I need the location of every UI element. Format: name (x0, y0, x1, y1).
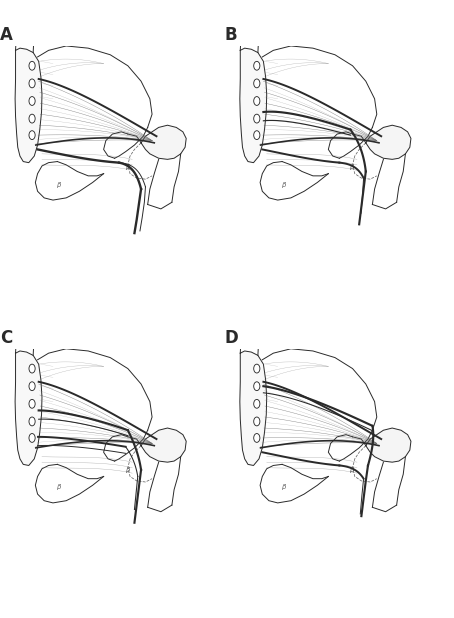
Text: $\beta$: $\beta$ (281, 180, 287, 190)
Ellipse shape (254, 96, 260, 106)
Ellipse shape (254, 364, 260, 373)
Ellipse shape (254, 382, 260, 391)
Text: C: C (0, 329, 12, 347)
Ellipse shape (29, 417, 35, 426)
Text: $\beta$: $\beta$ (350, 162, 356, 172)
Text: B: B (225, 26, 237, 44)
Ellipse shape (254, 114, 260, 123)
Polygon shape (141, 428, 186, 462)
Polygon shape (240, 48, 266, 163)
Text: $\beta$: $\beta$ (125, 162, 131, 172)
Text: $\beta$: $\beta$ (56, 180, 63, 190)
Ellipse shape (29, 131, 35, 140)
Polygon shape (366, 125, 411, 159)
Ellipse shape (29, 114, 35, 123)
Text: D: D (225, 329, 239, 347)
Polygon shape (15, 351, 42, 465)
Ellipse shape (254, 79, 260, 88)
Text: $\beta$: $\beta$ (281, 483, 287, 493)
Ellipse shape (29, 364, 35, 373)
Ellipse shape (254, 399, 260, 408)
Ellipse shape (254, 434, 260, 442)
Polygon shape (240, 351, 266, 465)
Ellipse shape (254, 131, 260, 140)
Ellipse shape (29, 399, 35, 408)
Ellipse shape (29, 434, 35, 442)
Polygon shape (15, 48, 42, 163)
Ellipse shape (29, 382, 35, 391)
Text: $\beta$: $\beta$ (350, 465, 356, 475)
Text: $\beta$: $\beta$ (125, 465, 131, 475)
Ellipse shape (254, 417, 260, 426)
Text: A: A (0, 26, 13, 44)
Ellipse shape (254, 61, 260, 70)
Polygon shape (366, 428, 411, 462)
Ellipse shape (29, 96, 35, 106)
Polygon shape (141, 125, 186, 159)
Ellipse shape (29, 61, 35, 70)
Text: $\beta$: $\beta$ (56, 483, 63, 493)
Ellipse shape (29, 79, 35, 88)
